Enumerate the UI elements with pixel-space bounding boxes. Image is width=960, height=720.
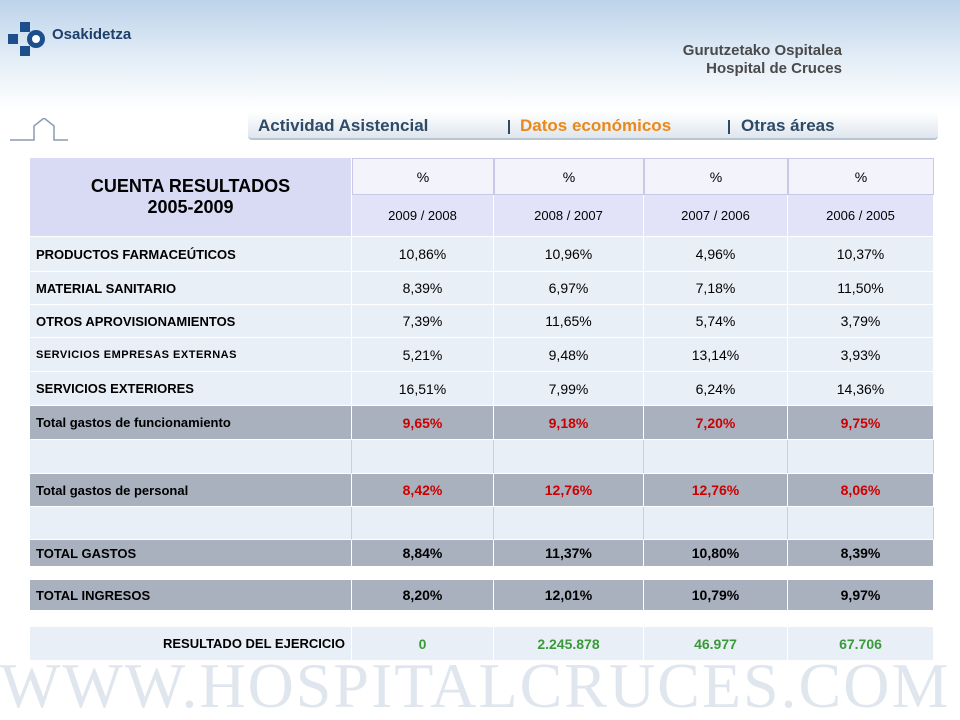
period-header: 2007 / 2006 xyxy=(644,195,788,237)
empty-cell xyxy=(30,507,352,540)
row-label: PRODUCTOS FARMACEÚTICOS xyxy=(30,237,352,272)
nav-separator xyxy=(508,120,510,134)
value-cell: 10,79% xyxy=(644,580,788,611)
value-cell: 5,21% xyxy=(352,338,494,372)
row-label: MATERIAL SANITARIO xyxy=(30,272,352,305)
header-band xyxy=(0,0,960,110)
value-cell: 7,18% xyxy=(644,272,788,305)
row-label: OTROS APROVISIONAMIENTOS xyxy=(30,305,352,338)
value-cell: 8,39% xyxy=(788,540,934,567)
empty-cell xyxy=(788,440,934,474)
value-cell: 16,51% xyxy=(352,372,494,406)
value-cell: 7,39% xyxy=(352,305,494,338)
value-cell: 3,79% xyxy=(788,305,934,338)
value-cell: 9,75% xyxy=(788,406,934,440)
period-header: 2006 / 2005 xyxy=(788,195,934,237)
value-cell: 9,97% xyxy=(788,580,934,611)
row-label: TOTAL GASTOS xyxy=(30,540,352,567)
value-cell: 8,84% xyxy=(352,540,494,567)
value-cell: 8,06% xyxy=(788,474,934,507)
brand: Osakidetza xyxy=(52,26,132,43)
value-cell: 6,97% xyxy=(494,272,644,305)
nav-bar xyxy=(248,112,938,140)
hospital-line: Hospital de Cruces xyxy=(706,60,842,77)
value-cell: 8,42% xyxy=(352,474,494,507)
value-cell: 10,86% xyxy=(352,237,494,272)
value-cell: 3,93% xyxy=(788,338,934,372)
unit-header: % xyxy=(494,158,644,195)
empty-cell xyxy=(30,440,352,474)
value-cell: 9,48% xyxy=(494,338,644,372)
row-label: SERVICIOS EXTERIORES xyxy=(30,372,352,406)
row-label: SERVICIOS EMPRESAS EXTERNAS xyxy=(30,338,352,372)
value-cell: 10,96% xyxy=(494,237,644,272)
unit-header: % xyxy=(788,158,934,195)
value-cell: 7,20% xyxy=(644,406,788,440)
empty-cell xyxy=(644,507,788,540)
value-cell: 13,14% xyxy=(644,338,788,372)
value-cell: 11,65% xyxy=(494,305,644,338)
value-cell: 67.706 xyxy=(788,627,934,661)
nav-separator xyxy=(728,120,730,134)
empty-cell xyxy=(644,440,788,474)
value-cell: 7,99% xyxy=(494,372,644,406)
nav-item[interactable]: Actividad Asistencial xyxy=(258,116,429,135)
value-cell: 6,24% xyxy=(644,372,788,406)
period-header: 2008 / 2007 xyxy=(494,195,644,237)
value-cell: 14,36% xyxy=(788,372,934,406)
value-cell: 10,37% xyxy=(788,237,934,272)
empty-cell xyxy=(494,440,644,474)
home-icon[interactable] xyxy=(10,118,70,146)
value-cell: 4,96% xyxy=(644,237,788,272)
unit-header: % xyxy=(352,158,494,195)
value-cell: 10,80% xyxy=(644,540,788,567)
row-label: TOTAL INGRESOS xyxy=(30,580,352,611)
row-label: RESULTADO DEL EJERCICIO xyxy=(30,627,352,661)
value-cell: 11,37% xyxy=(494,540,644,567)
empty-cell xyxy=(788,507,934,540)
value-cell: 9,65% xyxy=(352,406,494,440)
value-cell: 9,18% xyxy=(494,406,644,440)
value-cell: 0 xyxy=(352,627,494,661)
empty-cell xyxy=(352,507,494,540)
value-cell: 12,76% xyxy=(494,474,644,507)
table-title: CUENTA RESULTADOS 2005-2009 xyxy=(30,158,352,237)
row-label: Total gastos de funcionamiento xyxy=(30,406,352,440)
empty-cell xyxy=(352,440,494,474)
row-label: Total gastos de personal xyxy=(30,474,352,507)
nav-item[interactable]: Otras áreas xyxy=(741,116,835,135)
value-cell: 2.245.878 xyxy=(494,627,644,661)
logo-icon xyxy=(8,22,45,56)
title-line: CUENTA RESULTADOS xyxy=(90,176,291,196)
watermark: WWW.HOSPITALCRUCES.COM xyxy=(0,650,951,720)
nav-item[interactable]: Datos económicos xyxy=(520,116,672,135)
value-cell: 46.977 xyxy=(644,627,788,661)
hospital-name: Gurutzetako Ospitalea Hospital de Cruces xyxy=(600,42,842,78)
value-cell: 11,50% xyxy=(788,272,934,305)
value-cell: 5,74% xyxy=(644,305,788,338)
hospital-line: Gurutzetako Ospitalea xyxy=(682,42,842,59)
unit-header: % xyxy=(644,158,788,195)
title-line: 2005-2009 xyxy=(147,197,234,217)
value-cell: 8,20% xyxy=(352,580,494,611)
period-header: 2009 / 2008 xyxy=(352,195,494,237)
empty-cell xyxy=(494,507,644,540)
value-cell: 12,76% xyxy=(644,474,788,507)
value-cell: 12,01% xyxy=(494,580,644,611)
value-cell: 8,39% xyxy=(352,272,494,305)
